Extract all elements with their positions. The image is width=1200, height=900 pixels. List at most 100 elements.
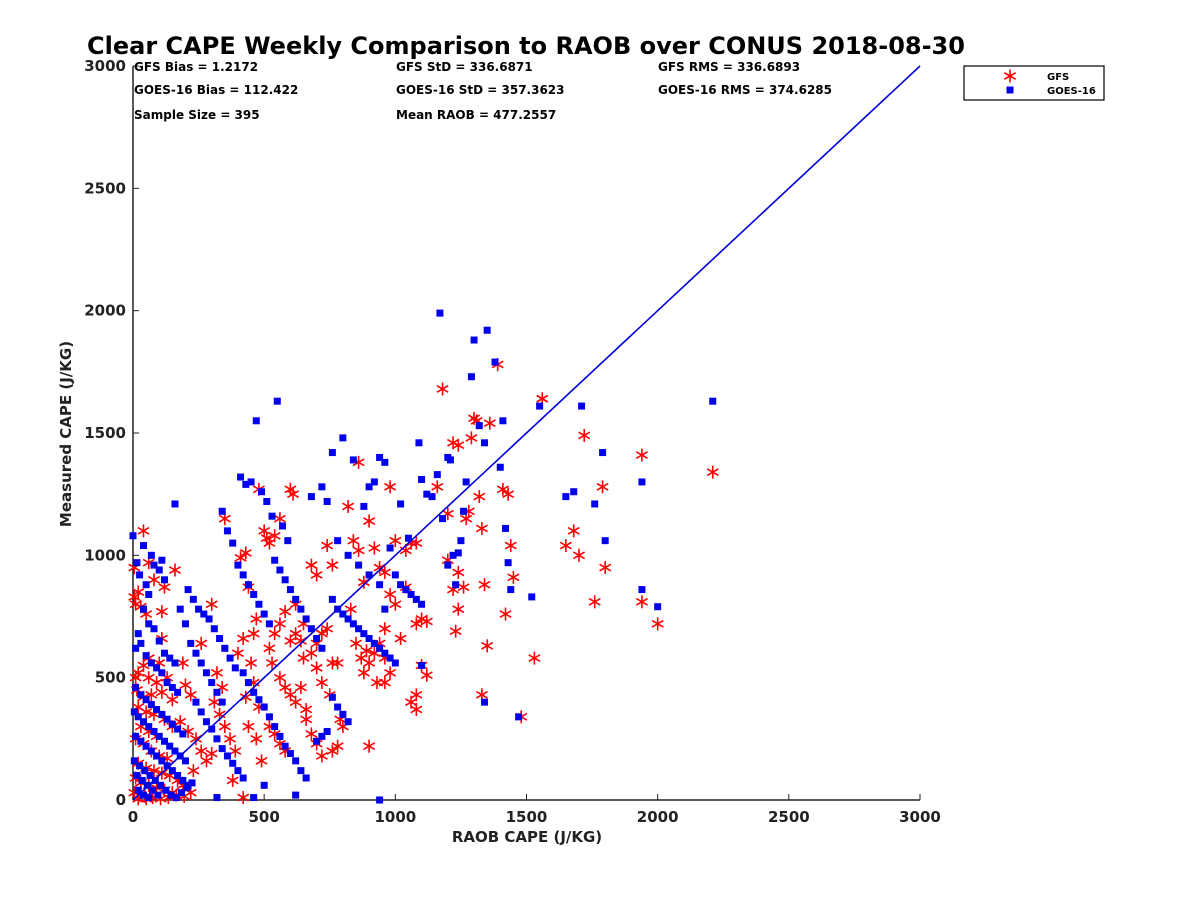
goes-16-point bbox=[286, 586, 294, 594]
goes-16-point bbox=[153, 664, 161, 672]
goes-16-point bbox=[242, 480, 250, 488]
gfs-point bbox=[651, 617, 664, 631]
gfs-point bbox=[247, 627, 260, 641]
gfs-point bbox=[331, 739, 344, 753]
gfs-point bbox=[384, 587, 397, 601]
gfs-point bbox=[187, 764, 200, 778]
goes-16-point bbox=[397, 500, 405, 508]
series-goes-16 bbox=[129, 309, 717, 804]
goes-16-point bbox=[599, 449, 607, 457]
y-tick-label: 0 bbox=[116, 791, 126, 809]
stat-label: GFS StD = 336.6871 bbox=[396, 60, 533, 74]
gfs-point bbox=[239, 690, 252, 704]
goes-16-point bbox=[360, 630, 368, 638]
gfs-point bbox=[352, 543, 365, 557]
goes-16-point bbox=[436, 309, 444, 317]
goes-16-point bbox=[279, 522, 287, 530]
x-axis-label: RAOB CAPE (J/KG) bbox=[452, 828, 602, 846]
goes-16-point bbox=[591, 500, 599, 508]
goes-16-point bbox=[229, 539, 237, 547]
gfs-point bbox=[150, 676, 163, 690]
goes-16-point bbox=[163, 715, 171, 723]
goes-16-point bbox=[349, 620, 357, 628]
goes-16-point bbox=[247, 478, 255, 486]
y-tick-label: 3000 bbox=[84, 57, 126, 75]
goes-16-point bbox=[171, 747, 179, 755]
goes-16-point bbox=[218, 745, 226, 753]
goes-16-point bbox=[328, 595, 336, 603]
goes-16-point bbox=[481, 698, 489, 706]
goes-16-point bbox=[142, 581, 150, 589]
gfs-point bbox=[155, 605, 168, 619]
gfs-point bbox=[342, 499, 355, 513]
goes-16-point bbox=[499, 417, 507, 425]
goes-16-point bbox=[205, 615, 213, 623]
goes-16-point bbox=[158, 556, 166, 564]
goes-16-point bbox=[344, 551, 352, 559]
gfs-point bbox=[260, 531, 273, 545]
gfs-point bbox=[384, 480, 397, 494]
gfs-point bbox=[242, 720, 255, 734]
gfs-point bbox=[326, 558, 339, 572]
goes-16-point bbox=[231, 664, 239, 672]
goes-16-point bbox=[462, 478, 470, 486]
gfs-point bbox=[410, 536, 423, 550]
one-to-one-line bbox=[132, 65, 921, 801]
goes-16-point bbox=[276, 732, 284, 740]
gfs-point bbox=[195, 636, 208, 650]
goes-16-point bbox=[146, 772, 154, 780]
gfs-point bbox=[473, 490, 486, 504]
goes-16-point bbox=[244, 679, 252, 687]
goes-16-point bbox=[334, 703, 342, 711]
gfs-point bbox=[384, 666, 397, 680]
goes-16-point bbox=[178, 789, 186, 797]
goes-16-point bbox=[297, 605, 305, 613]
goes-16-point bbox=[491, 358, 499, 366]
goes-16-point bbox=[370, 639, 378, 647]
goes-16-point bbox=[276, 566, 284, 574]
goes-16-point bbox=[244, 581, 252, 589]
goes-16-point bbox=[176, 605, 184, 613]
gfs-point bbox=[349, 636, 363, 650]
goes-16-point bbox=[192, 649, 200, 657]
goes-16-point bbox=[452, 581, 460, 589]
goes-16-point bbox=[149, 786, 157, 794]
goes-16-point bbox=[184, 586, 192, 594]
goes-16-point bbox=[138, 776, 146, 784]
gfs-point bbox=[166, 693, 179, 707]
goes-16-point bbox=[137, 691, 145, 699]
goes-16-point bbox=[137, 737, 145, 745]
goes-16-point bbox=[349, 456, 357, 464]
x-tick-label: 1500 bbox=[506, 808, 548, 826]
goes-16-point bbox=[143, 781, 151, 789]
gfs-point bbox=[189, 732, 202, 746]
goes-16-point bbox=[136, 571, 144, 579]
goes-16-point bbox=[150, 727, 158, 735]
gfs-point bbox=[140, 705, 153, 719]
y-tick-label: 1000 bbox=[84, 546, 126, 564]
y-tick-label: 1500 bbox=[84, 424, 126, 442]
goes-16-point bbox=[155, 566, 163, 574]
goes-16-point bbox=[168, 720, 176, 728]
goes-16-point bbox=[260, 703, 268, 711]
goes-16-point bbox=[281, 576, 289, 584]
gfs-point bbox=[326, 744, 339, 758]
goes-16-point bbox=[376, 581, 384, 589]
gfs-point bbox=[224, 732, 237, 746]
goes-16-point bbox=[188, 779, 196, 787]
gfs-point bbox=[496, 482, 509, 496]
goes-16-point bbox=[302, 774, 310, 782]
goes-16-point bbox=[179, 776, 187, 784]
goes-16-point bbox=[402, 586, 410, 594]
goes-16-point bbox=[386, 544, 394, 552]
legend-marker-gfs bbox=[1003, 69, 1017, 83]
x-tick-label: 2000 bbox=[637, 808, 679, 826]
goes-16-point bbox=[145, 620, 153, 628]
goes-16-point bbox=[168, 683, 176, 691]
gfs-point bbox=[394, 632, 407, 646]
goes-16-point bbox=[145, 590, 153, 598]
goes-16-point bbox=[460, 507, 468, 515]
goes-16-point bbox=[457, 537, 465, 545]
goes-16-point bbox=[162, 786, 170, 794]
gfs-point bbox=[357, 575, 370, 589]
